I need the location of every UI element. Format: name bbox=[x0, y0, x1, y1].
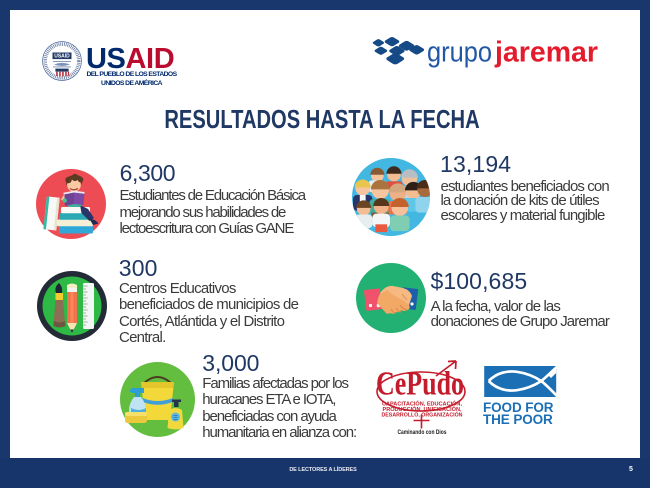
svg-text:DESARROLLO, ORGANIZACIÓN: DESARROLLO, ORGANIZACIÓN bbox=[382, 410, 463, 418]
svg-text:FOOD FOR: FOOD FOR bbox=[483, 400, 554, 415]
svg-text:PRODUCCIÓN, UNIFICACIÓN,: PRODUCCIÓN, UNIFICACIÓN, bbox=[383, 405, 463, 413]
svg-text:Caminando con Dios: Caminando con Dios bbox=[398, 430, 448, 436]
svg-text:USAID: USAID bbox=[54, 54, 70, 60]
svg-text:grupo: grupo bbox=[427, 37, 492, 69]
svg-text:CePudo: CePudo bbox=[376, 366, 464, 403]
svg-text:THE POOR: THE POOR bbox=[483, 412, 553, 426]
svg-text:CAPACITACIÓN, EDUCACIÓN,: CAPACITACIÓN, EDUCACIÓN, bbox=[382, 400, 463, 408]
svg-text:jaremar: jaremar bbox=[494, 37, 598, 69]
